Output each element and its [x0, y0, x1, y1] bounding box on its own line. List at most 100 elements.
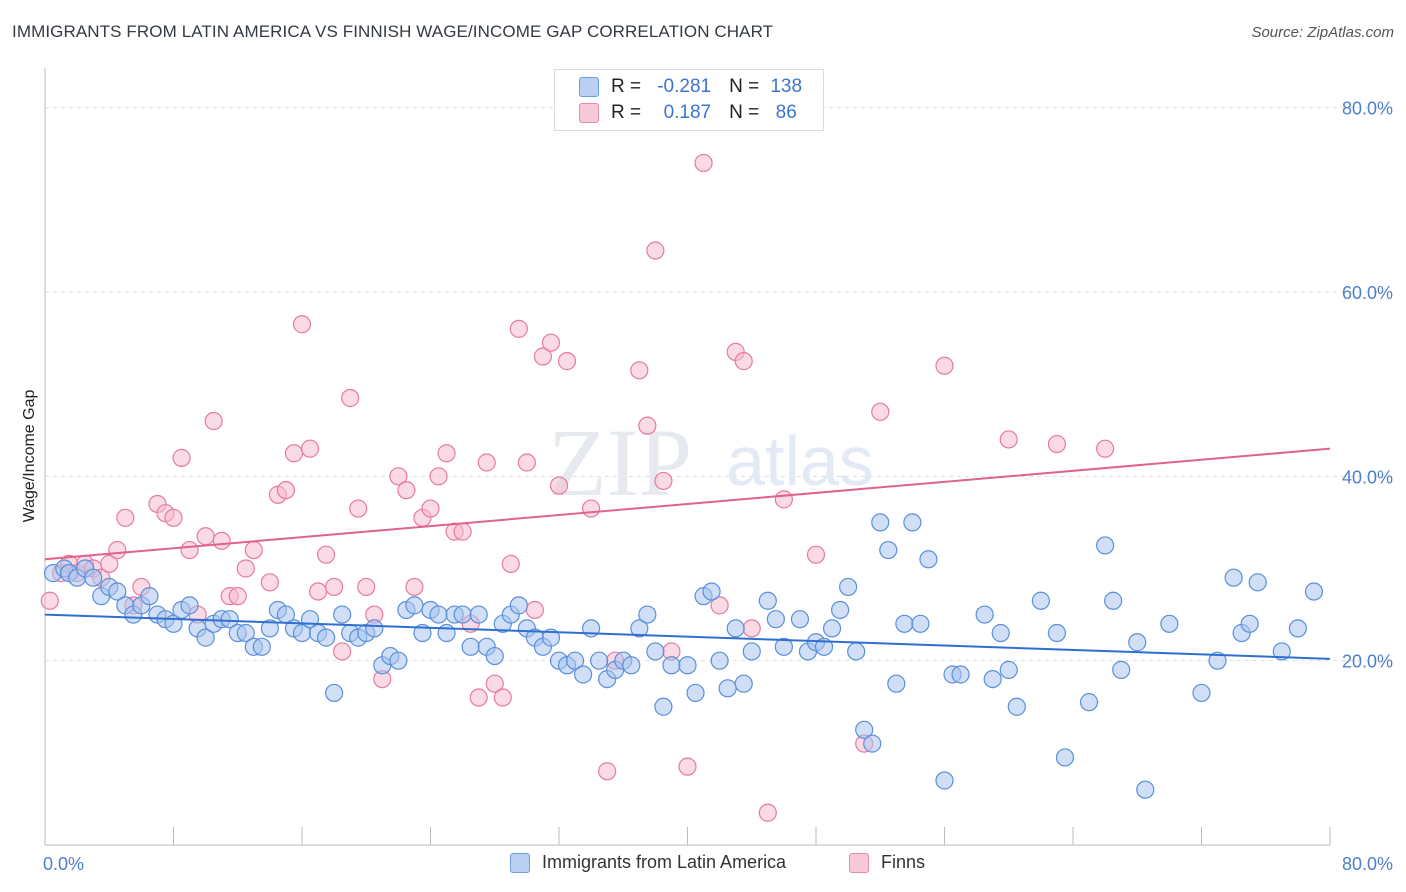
tick-labels: 20.0% 40.0% 60.0% 80.0% 0.0% 80.0% — [43, 99, 1393, 874]
latin-america-point — [935, 771, 954, 790]
latin-america-point — [1248, 573, 1267, 592]
y-tick-label: 40.0% — [1342, 467, 1393, 487]
finns-point — [244, 540, 263, 560]
latin-america-point — [1096, 536, 1115, 555]
latin-america-point — [1047, 623, 1067, 643]
latin-america-point — [1208, 651, 1227, 670]
finns-point — [300, 439, 320, 458]
latin-america-point — [742, 642, 761, 661]
finns-point — [100, 554, 119, 573]
finns-point — [871, 402, 890, 421]
latin-america-point — [437, 623, 456, 643]
legend-swatch-pink — [579, 103, 599, 123]
latin-america-point — [541, 628, 561, 647]
finns-point — [517, 453, 536, 472]
latin-america-point — [638, 605, 657, 624]
latin-america-point — [654, 697, 673, 716]
legend-r-label: R = — [611, 76, 642, 97]
finns-point — [485, 674, 504, 693]
finns-point — [236, 559, 255, 578]
legend-swatch-blue — [579, 77, 599, 97]
series-swatch-blue — [510, 852, 530, 873]
finns-point — [654, 471, 673, 491]
watermark: ZIP atlas — [548, 409, 874, 516]
latin-america-point — [630, 619, 649, 638]
latin-america-point — [316, 628, 336, 647]
latin-america-point — [662, 656, 681, 675]
latin-america-point — [1136, 780, 1155, 799]
latin-america-trend-line — [44, 613, 1331, 660]
trend-lines — [44, 447, 1331, 660]
finns-point — [678, 757, 697, 776]
finns-point — [999, 430, 1018, 449]
series-legend: Immigrants from Latin America Finns — [0, 852, 1406, 878]
finns-point — [212, 531, 231, 550]
finns-point — [501, 554, 520, 573]
legend-r-label: R = — [611, 102, 642, 123]
latin-america-point — [758, 591, 777, 610]
finns-point — [108, 540, 127, 560]
latin-america-point — [734, 674, 753, 693]
latin-america-point — [108, 582, 127, 601]
finns-point — [541, 333, 561, 352]
legend-n-value: 86 — [775, 102, 797, 123]
latin-america-point — [702, 582, 721, 601]
y-tick-label: 20.0% — [1342, 652, 1393, 672]
latin-america-point — [951, 665, 970, 684]
finns-point — [582, 499, 601, 518]
finns-point — [196, 527, 215, 546]
latin-america-point — [879, 540, 898, 560]
latin-america-point — [903, 513, 922, 532]
finns-point — [333, 642, 352, 661]
finns-point — [533, 347, 553, 366]
legend-row-finns: R = 0.187 N = 86 — [579, 101, 805, 125]
legend-r-value: 0.187 — [663, 102, 712, 123]
latin-america-point — [991, 623, 1010, 643]
finns-point — [260, 573, 279, 592]
series-legend-latin-america: Immigrants from Latin America — [510, 852, 786, 873]
latin-america-point — [325, 683, 344, 703]
x-tick-label: 80.0% — [1342, 854, 1393, 874]
finns-point — [308, 582, 328, 601]
finns-point — [421, 499, 440, 518]
latin-america-point — [180, 596, 199, 615]
latin-america-point — [1160, 614, 1179, 633]
latin-america-point — [413, 623, 432, 643]
latin-america-point — [814, 637, 834, 656]
latin-america-point — [84, 568, 103, 587]
latin-america-point — [1272, 642, 1291, 661]
legend-n-label: N = — [729, 102, 760, 123]
latin-america-point — [911, 614, 930, 633]
y-tick-label: 60.0% — [1342, 283, 1393, 303]
finns-point — [397, 481, 416, 500]
latin-america-point — [686, 683, 705, 703]
finns-point — [557, 352, 577, 371]
finns-point — [453, 522, 472, 541]
latin-america-point — [1224, 568, 1243, 587]
series-label-latin-america: Immigrants from Latin America — [542, 852, 787, 872]
latin-america-point — [1128, 633, 1147, 652]
latin-america-point — [461, 637, 480, 656]
latin-america-point — [863, 734, 882, 753]
chart-title: IMMIGRANTS FROM LATIN AMERICA VS FINNISH… — [12, 22, 774, 41]
finns-point — [204, 411, 223, 431]
latin-america-point — [220, 610, 239, 629]
finns-point — [935, 356, 954, 375]
finns-point — [341, 388, 360, 408]
latin-america-point — [726, 619, 745, 638]
finns-point — [734, 352, 753, 371]
finns-point — [493, 688, 512, 707]
latin-america-point — [236, 623, 255, 643]
finns-point — [316, 545, 336, 564]
finns-point — [710, 596, 729, 615]
finns-point — [1096, 439, 1115, 458]
finns-points — [40, 153, 1115, 822]
latin-america-point — [790, 610, 810, 629]
latin-america-point — [365, 619, 384, 638]
latin-america-point — [999, 660, 1018, 679]
latin-america-point — [830, 600, 850, 620]
finns-point — [292, 315, 312, 334]
finns-point — [164, 508, 183, 527]
latin-america-point — [1031, 591, 1050, 610]
